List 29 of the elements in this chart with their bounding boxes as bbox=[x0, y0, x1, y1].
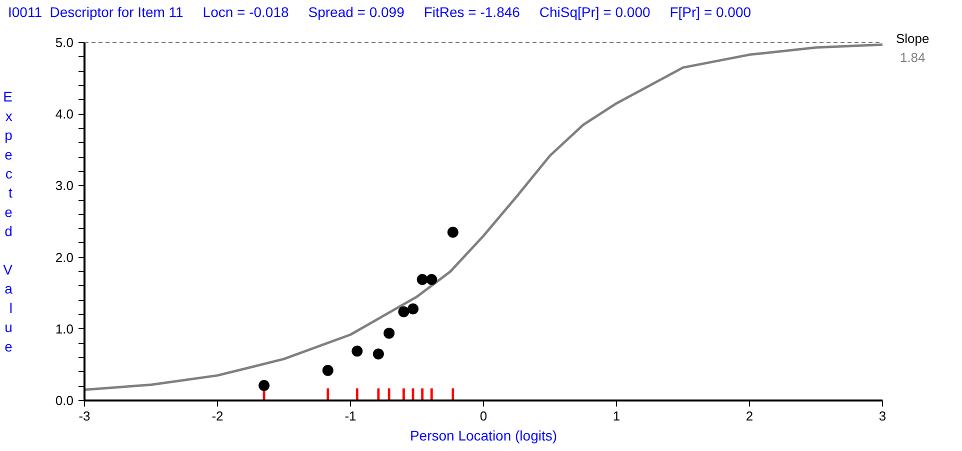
x-tick-label: -1 bbox=[344, 408, 356, 424]
point bbox=[384, 328, 395, 339]
text: 1.84 bbox=[898, 48, 926, 67]
x-tick-label: 1 bbox=[612, 408, 620, 424]
point bbox=[352, 346, 363, 357]
y-tick-label: 4.0 bbox=[55, 106, 74, 122]
x-tick-label: -3 bbox=[78, 408, 90, 424]
text: Expected Value bbox=[3, 88, 12, 354]
y-tick-label: 2.0 bbox=[55, 250, 74, 265]
x-tick-label: -2 bbox=[212, 408, 224, 424]
y-tick-label: 0.0 bbox=[55, 393, 74, 408]
point bbox=[398, 306, 410, 318]
point bbox=[426, 274, 438, 285]
point bbox=[258, 380, 270, 391]
x-tick-label: 2 bbox=[746, 408, 754, 424]
point bbox=[408, 303, 419, 314]
x-tick-label: 0 bbox=[480, 408, 488, 424]
y-tick-label: 1.0 bbox=[55, 321, 74, 336]
point bbox=[447, 226, 458, 238]
y-tick-label: 5.0 bbox=[55, 35, 74, 50]
chart-title: I0011 Descriptor for Item 11 Locn = -0.018 Spread = 0.099 FitRes = -1.846 ChiSq[Pr] = 0.000 F[Pr] = 0.000 bbox=[8, 4, 752, 20]
x-axis-title: Person Location (logits) bbox=[410, 428, 558, 444]
point bbox=[322, 364, 334, 376]
point bbox=[372, 348, 384, 360]
x-tick-label: 3 bbox=[878, 408, 886, 424]
y-tick-label: 3.0 bbox=[55, 178, 74, 194]
point bbox=[416, 274, 428, 285]
text: Slope bbox=[896, 30, 930, 48]
line-series bbox=[84, 43, 882, 392]
